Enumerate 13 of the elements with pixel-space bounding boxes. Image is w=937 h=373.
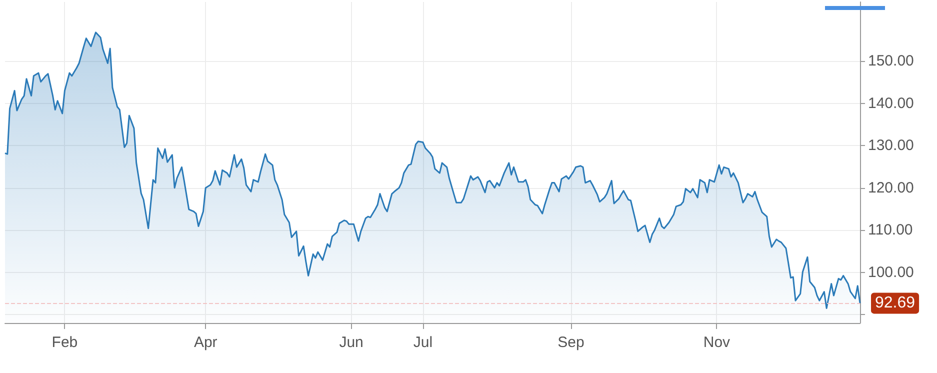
annotation: 92.69 (875, 294, 916, 312)
x-tick-label: Feb (52, 334, 78, 351)
y-tick-label: 100.00 (868, 264, 914, 281)
y-tick-label: 110.00 (868, 222, 913, 239)
x-tick-label: Apr (194, 334, 218, 351)
x-tick-label: Nov (703, 334, 731, 351)
y-tick-label: 130.00 (868, 137, 914, 154)
y-tick-label: 120.00 (868, 179, 914, 196)
y-tick-label: 150.00 (868, 52, 914, 70)
x-tick-label: Sep (558, 334, 584, 351)
x-tick-label: Jul (413, 334, 433, 351)
x-tick-label: Jun (339, 334, 364, 351)
y-tick-label: 140.00 (868, 94, 914, 112)
